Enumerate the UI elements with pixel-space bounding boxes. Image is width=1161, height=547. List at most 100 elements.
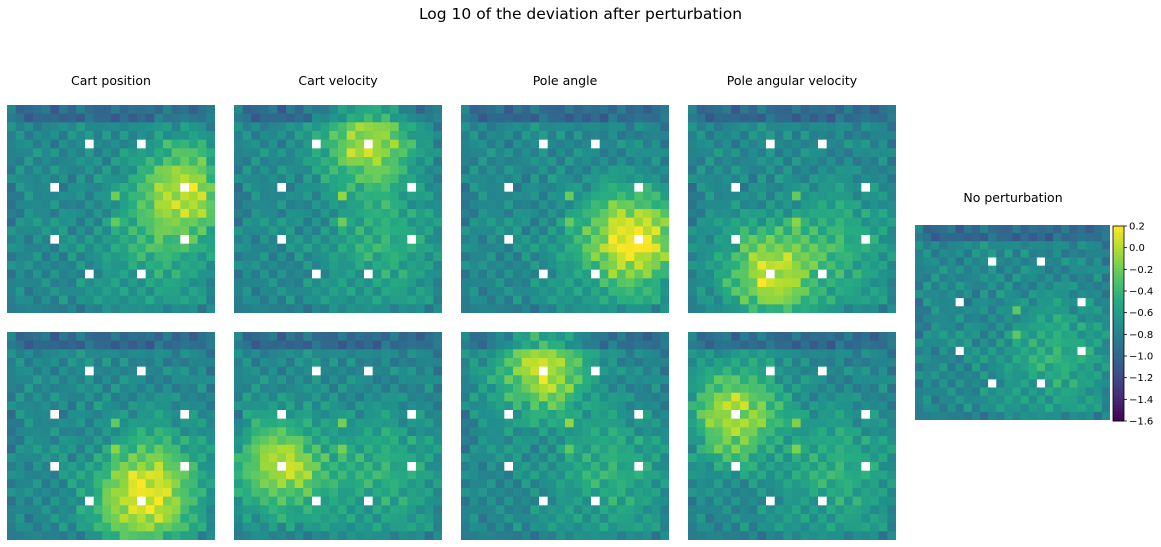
heatmap-cell [714, 183, 724, 193]
heatmap-cell [381, 332, 391, 342]
heatmap-cell [722, 226, 732, 236]
heatmap-cell [861, 287, 871, 297]
heatmap-cell [740, 531, 750, 540]
heatmap-cell [1093, 265, 1103, 275]
heatmap-cell [809, 295, 819, 305]
heatmap-cell [251, 332, 261, 342]
heatmap-cell [372, 209, 382, 219]
heatmap-cell [119, 304, 129, 313]
heatmap-cell [469, 522, 479, 532]
heatmap-cell [565, 105, 575, 115]
heatmap-cell [145, 392, 155, 402]
heatmap-cell [277, 148, 287, 158]
heatmap-cell [826, 200, 836, 210]
heatmap-cell [372, 131, 382, 141]
heatmap-cell [128, 522, 138, 532]
heatmap-cell [424, 139, 434, 149]
heatmap-cell [355, 217, 365, 227]
heatmap-cell [809, 427, 819, 437]
heatmap-cell [696, 174, 706, 184]
heatmap-cell [844, 401, 854, 411]
heatmap-cell [748, 479, 758, 489]
heatmap-cell [1101, 281, 1110, 291]
heatmap-cell [988, 281, 997, 291]
heatmap-cell [870, 243, 880, 253]
heatmap-cell [119, 157, 129, 167]
heatmap-cell [495, 436, 505, 446]
heatmap-cell [364, 436, 374, 446]
heatmap-cell [870, 358, 880, 368]
heatmap-cell [996, 265, 1005, 275]
heatmap-cell [163, 375, 173, 385]
heatmap-cell [800, 165, 810, 175]
heatmap-cell [878, 269, 888, 279]
heatmap-cell [504, 418, 514, 428]
heatmap-cell [469, 295, 479, 305]
heatmap-cell [242, 496, 252, 506]
heatmap-cell [197, 384, 207, 394]
heatmap-cell [294, 392, 304, 402]
heatmap-cell [355, 392, 365, 402]
heatmap-cell [416, 261, 426, 271]
heatmap-cell [1045, 330, 1054, 340]
heatmap-cell [119, 384, 129, 394]
heatmap-cell [1061, 249, 1070, 258]
obstacle-cell [85, 496, 95, 506]
heatmap-cell [504, 358, 514, 368]
heatmap-cell [461, 384, 471, 394]
heatmap-cell [774, 235, 784, 245]
heatmap-cell [757, 488, 767, 498]
heatmap-cell [242, 217, 252, 227]
heatmap-cell [783, 496, 793, 506]
heatmap-cell [696, 488, 706, 498]
heatmap-cell [643, 139, 653, 149]
heatmap-cell [15, 531, 25, 540]
heatmap-cell [85, 261, 95, 271]
heatmap-cell [145, 243, 155, 253]
heatmap-cell [50, 522, 60, 532]
heatmap-cell [660, 183, 669, 193]
obstacle-cell [861, 462, 871, 472]
heatmap-cell [338, 514, 348, 524]
heatmap-cell [809, 522, 819, 532]
heatmap-cell [617, 349, 627, 359]
heatmap-cell [251, 531, 261, 540]
heatmap-cell [1045, 233, 1054, 242]
heatmap-cell [145, 295, 155, 305]
heatmap-cell [33, 462, 43, 472]
heatmap-cell [461, 462, 471, 472]
heatmap-cell [844, 139, 854, 149]
heatmap-cell [268, 122, 278, 132]
heatmap-cell [861, 148, 871, 158]
heatmap-cell [67, 462, 77, 472]
heatmap-cell [1101, 338, 1110, 348]
heatmap-cell [163, 366, 173, 376]
heatmap-cell [783, 479, 793, 489]
heatmap-cell [424, 295, 434, 305]
heatmap-cell [1045, 225, 1054, 234]
heatmap-cell [355, 226, 365, 236]
heatmap-cell [312, 505, 322, 515]
heatmap-cell [137, 453, 147, 463]
heatmap-cell [364, 427, 374, 437]
heatmap-cell [364, 226, 374, 236]
heatmap-cell [565, 332, 575, 342]
heatmap-cell [197, 410, 207, 420]
heatmap-cell [478, 191, 488, 201]
heatmap-cell [7, 427, 17, 437]
heatmap-cell [521, 139, 531, 149]
heatmap-cell [705, 174, 715, 184]
heatmap-cell [980, 298, 989, 307]
heatmap-cell [197, 505, 207, 515]
heatmap-cell [826, 105, 836, 115]
heatmap-cell [774, 200, 784, 210]
marker-cell [565, 418, 575, 428]
heatmap-cell [15, 122, 25, 132]
heatmap-cell [774, 131, 784, 141]
heatmap-cell [513, 479, 523, 489]
heatmap-cell [774, 418, 784, 428]
heatmap-cell [870, 174, 880, 184]
heatmap-cell [102, 200, 112, 210]
heatmap-cell [268, 243, 278, 253]
heatmap-cell [137, 278, 147, 288]
